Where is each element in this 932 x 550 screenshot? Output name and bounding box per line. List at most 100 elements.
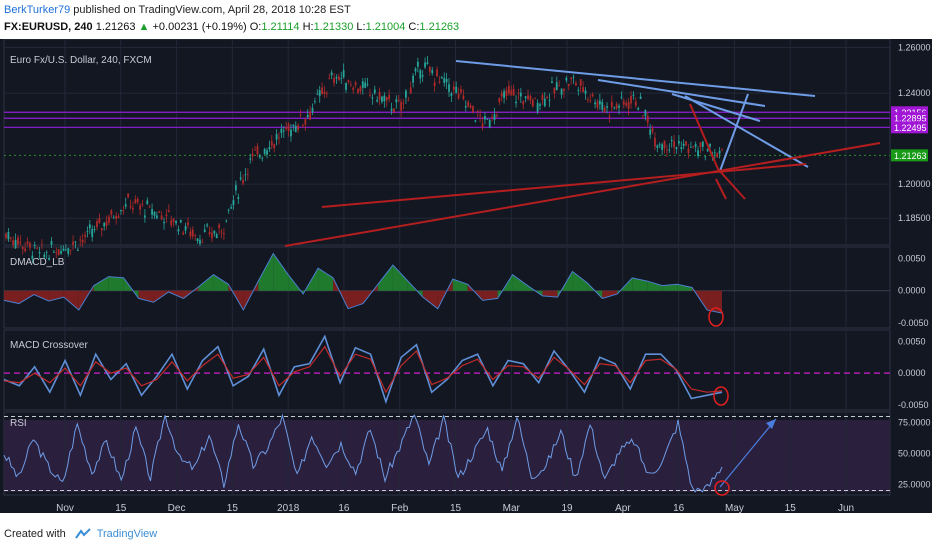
time-axis-tick: 16 (673, 503, 685, 513)
candle-body (141, 204, 144, 206)
candle-body (60, 251, 62, 254)
chart-area[interactable]: 1.260001.240001.200001.185001.231561.228… (0, 39, 932, 513)
candle-body (323, 91, 326, 94)
pane-frame (3, 246, 891, 329)
high-label: H: (302, 21, 314, 33)
candle-body (505, 89, 508, 96)
red-trendline (284, 142, 881, 247)
histogram-segment (4, 290, 19, 304)
tradingview-brand-link[interactable]: TradingView (96, 528, 158, 540)
candle-body (642, 115, 644, 117)
histogram-segment (273, 253, 289, 291)
tradingview-logo-icon (75, 528, 91, 539)
histogram-segment (108, 276, 124, 291)
candle-body (531, 99, 534, 107)
candle-body (280, 128, 283, 134)
candle-body (536, 102, 539, 112)
red-circle-annotation (708, 307, 724, 327)
candle-body (680, 147, 683, 150)
histogram-segment (422, 290, 438, 309)
candle-body (656, 145, 659, 148)
histogram-segment (377, 265, 393, 291)
candle-body (522, 101, 525, 105)
symbol-label: FX:EURUSD, 240 (4, 21, 93, 33)
candle-body (160, 215, 163, 220)
candle-body (225, 220, 228, 222)
candle-body (151, 209, 153, 215)
candle-body (419, 70, 422, 79)
candle-body (551, 81, 553, 84)
price-axis-badge (891, 112, 928, 125)
open-label: O: (249, 21, 262, 33)
candle-body (579, 79, 582, 86)
candle-body (409, 87, 412, 94)
candle-body (290, 129, 292, 137)
candle-body (278, 137, 280, 139)
candle-body (330, 72, 333, 76)
candle-body (62, 248, 65, 251)
candle-body (270, 141, 273, 146)
macd-line (3, 334, 723, 405)
close-value: 1.21263 (419, 21, 460, 33)
candle-body (12, 240, 15, 246)
candle-body (438, 81, 441, 83)
pane-frame (3, 329, 891, 411)
red-trendline (689, 103, 719, 170)
candle-body (24, 248, 27, 251)
candle-body (632, 94, 635, 96)
candle-body (349, 84, 352, 86)
low-value: 1.21004 (365, 21, 406, 33)
candle-body (450, 93, 453, 96)
author-link[interactable]: BerkTurker79 (4, 4, 71, 16)
candle-body (493, 114, 496, 120)
published-text: published on TradingView.com, April 28, … (73, 4, 351, 16)
candle-body (189, 231, 192, 237)
candle-body (67, 248, 70, 254)
candle-body (29, 242, 31, 248)
candle-body (682, 143, 685, 146)
candle-body (206, 224, 209, 226)
candle-body (86, 231, 89, 233)
candle-body (637, 108, 640, 110)
open-value: 1.21114 (261, 21, 300, 33)
histogram-segment (198, 274, 214, 291)
candle-body (472, 106, 474, 113)
histogram-segment (228, 284, 244, 310)
candle-body (57, 249, 60, 256)
candle-body (117, 216, 120, 218)
candle-body (74, 241, 77, 243)
candle-body (122, 210, 125, 212)
candle-body (663, 140, 666, 149)
candle-body (407, 100, 410, 102)
candle-body (297, 125, 300, 130)
candle-body (345, 82, 347, 90)
candle-body (199, 239, 201, 244)
candle-body (706, 149, 709, 152)
time-axis-tick: Jun (838, 503, 854, 513)
blue-trendline (597, 79, 766, 107)
candle-body (203, 229, 206, 233)
candle-body (613, 107, 616, 109)
candle-body (98, 218, 101, 223)
candle-body (601, 102, 604, 110)
candle-body (553, 87, 556, 94)
candle-body (431, 70, 434, 74)
candle-body (328, 78, 331, 80)
candle-body (433, 82, 436, 87)
histogram-segment (348, 290, 363, 309)
candle-body (201, 242, 204, 244)
candle-body (390, 108, 393, 111)
candle-body (177, 229, 180, 232)
candle-body (287, 123, 290, 132)
candle-body (373, 89, 376, 94)
candle-body (254, 149, 256, 151)
blue-trendline (719, 93, 749, 172)
candle-body (335, 77, 338, 79)
candle-body (709, 143, 711, 147)
candle-body (112, 217, 115, 219)
candle-body (165, 214, 168, 217)
price-axis-badge (891, 121, 928, 134)
low-label: L: (356, 21, 366, 33)
red-circle-annotation (714, 480, 730, 496)
pane-frame (3, 39, 891, 246)
